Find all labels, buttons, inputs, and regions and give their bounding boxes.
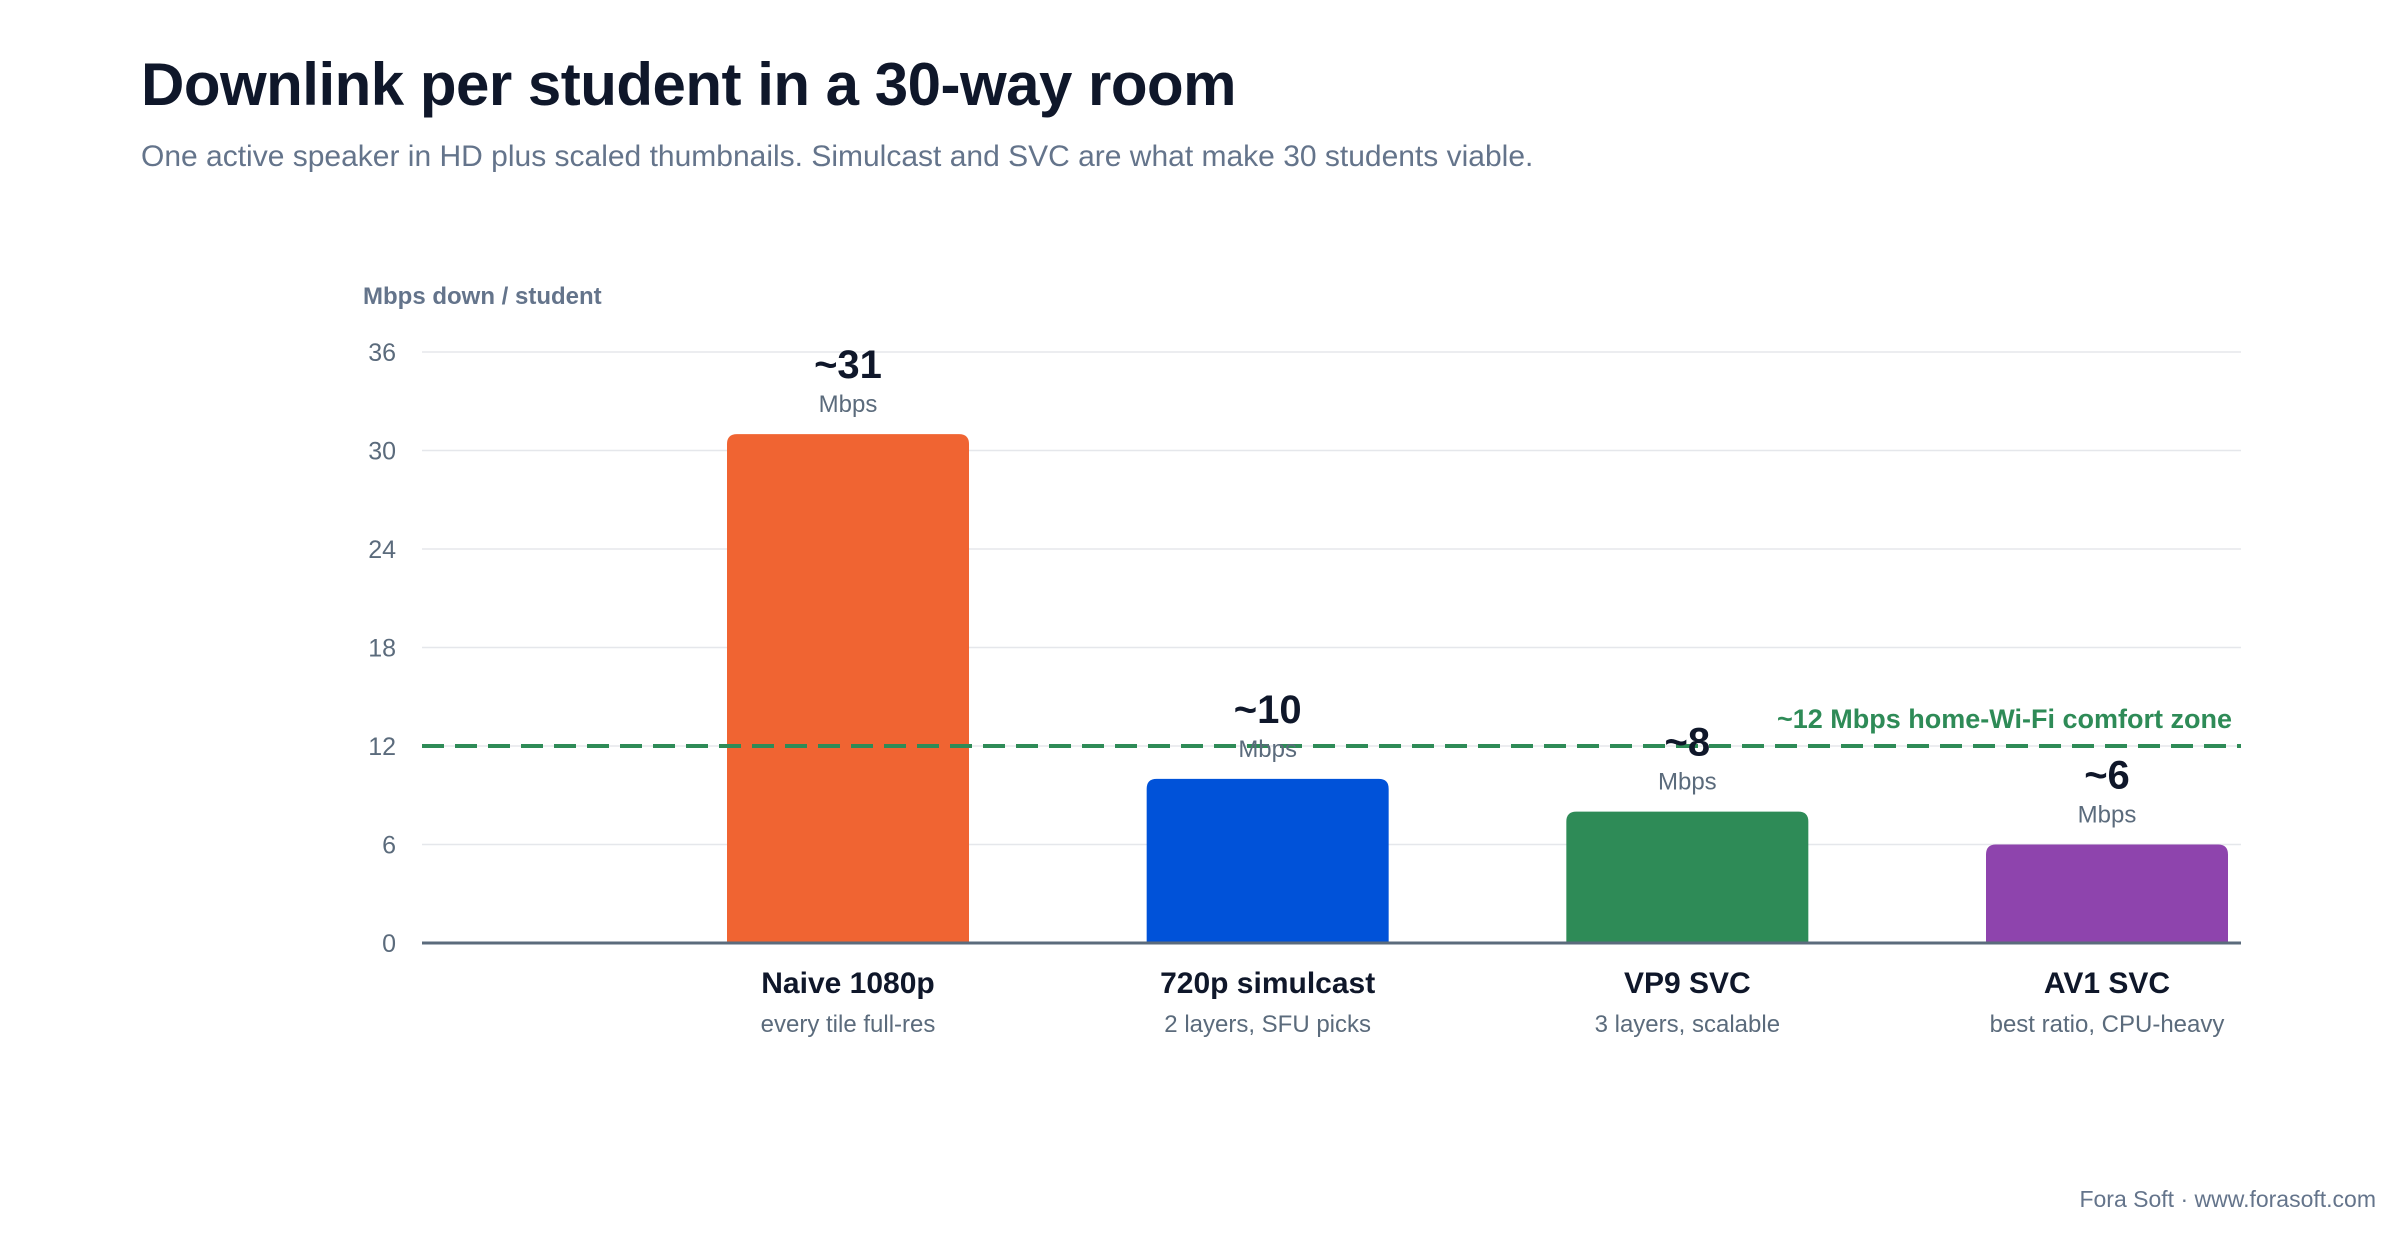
bar bbox=[1566, 811, 1809, 943]
data-label: ~8 bbox=[1665, 721, 1711, 765]
x-tick-sublabel: every tile full-res bbox=[761, 1011, 936, 1038]
bar-labels: ~31 Mbps Naive 1080p every tile full-res ~10… bbox=[761, 343, 2225, 1038]
y-tick-label: 30 bbox=[368, 438, 396, 466]
data-label: ~10 bbox=[1234, 688, 1302, 732]
y-tick-label: 24 bbox=[368, 536, 396, 564]
data-label-unit: Mbps bbox=[819, 391, 878, 418]
gridlines bbox=[422, 351, 2241, 846]
x-tick-label: VP9 SVC bbox=[1624, 967, 1751, 1000]
x-tick-label: AV1 SVC bbox=[2044, 967, 2170, 1000]
bar bbox=[1146, 778, 1389, 943]
y-tick-label: 18 bbox=[368, 635, 396, 663]
y-tick-label: 12 bbox=[368, 733, 396, 761]
x-tick-sublabel: 3 layers, scalable bbox=[1595, 1011, 1780, 1038]
bar bbox=[1986, 844, 2228, 943]
page-subtitle: One active speaker in HD plus scaled thu… bbox=[141, 140, 1534, 173]
x-tick-label: Naive 1080p bbox=[761, 967, 934, 1000]
y-axis-label: Mbps down / student bbox=[363, 283, 602, 310]
bar bbox=[727, 434, 969, 943]
x-tick-sublabel: 2 layers, SFU picks bbox=[1164, 1011, 1371, 1038]
y-axis-ticks: 0 6 12 18 24 30 36 bbox=[368, 339, 396, 958]
data-label-unit: Mbps bbox=[1238, 736, 1297, 763]
reference-line-group: ~12 Mbps home-Wi-Fi comfort zone bbox=[422, 704, 2241, 748]
y-tick-label: 36 bbox=[368, 339, 396, 367]
page-title: Downlink per student in a 30-way room bbox=[141, 51, 1237, 118]
reference-line-label: ~12 Mbps home-Wi-Fi comfort zone bbox=[1777, 704, 2232, 734]
y-tick-label: 6 bbox=[382, 832, 396, 860]
data-label-unit: Mbps bbox=[2078, 802, 2137, 829]
data-label: ~31 bbox=[814, 343, 882, 387]
x-tick-sublabel: best ratio, CPU-heavy bbox=[1990, 1011, 2225, 1038]
y-tick-label: 0 bbox=[382, 930, 396, 958]
bars bbox=[727, 434, 2228, 943]
data-label: ~6 bbox=[2084, 754, 2130, 798]
data-label-unit: Mbps bbox=[1658, 769, 1717, 796]
footer-credit: Fora Soft · www.forasoft.com bbox=[2079, 1186, 2376, 1212]
x-tick-label: 720p simulcast bbox=[1160, 967, 1375, 1000]
